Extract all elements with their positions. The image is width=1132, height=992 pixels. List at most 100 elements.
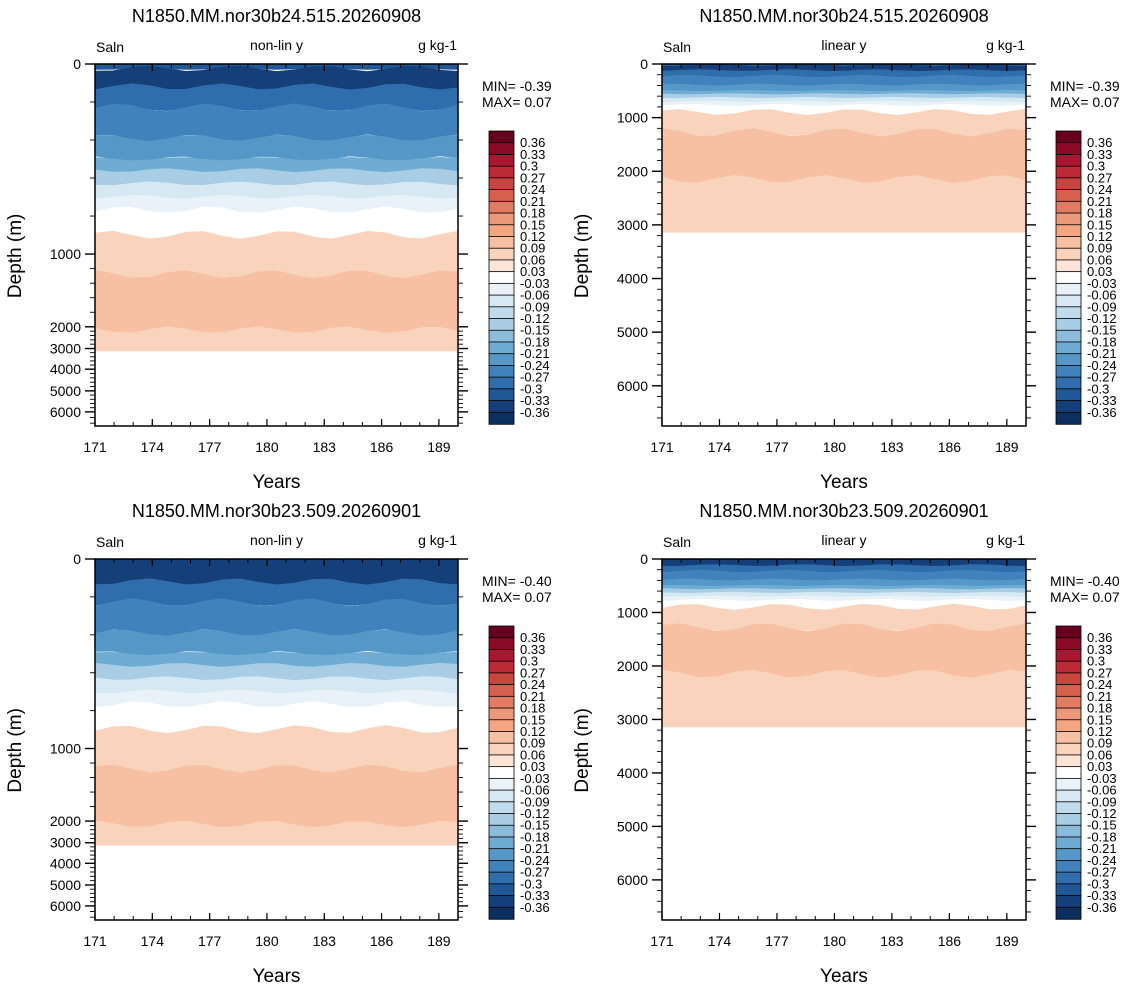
colorbar-swatch (1055, 411, 1082, 425)
x-tick-label: 189 (427, 439, 451, 455)
colorbar-label: -0.27 (520, 865, 550, 880)
colorbar-swatch (1055, 860, 1082, 873)
colorbar-label: 0.12 (1087, 229, 1112, 244)
colorbar-swatch (488, 813, 515, 826)
x-tick-label: 177 (765, 933, 789, 949)
colorbar-swatch (1055, 731, 1082, 744)
colorbar-label: 0.21 (1087, 689, 1112, 704)
y-axis-label: Depth (m) (5, 708, 26, 792)
colorbar-label: 0.33 (1087, 642, 1112, 657)
min-label: MIN= -0.39 (1050, 78, 1120, 94)
colorbar-swatch (1055, 200, 1082, 214)
colorbar-swatch (488, 789, 515, 803)
y-tick-label: 2000 (50, 813, 81, 829)
colorbar-label: 0.15 (520, 712, 545, 727)
y-tick-label: 5000 (617, 818, 648, 834)
y-tick-label: 6000 (50, 404, 81, 420)
colorbar-label: -0.3 (1087, 876, 1109, 891)
colorbar-label: 0.09 (520, 736, 545, 751)
colorbar-label: -0.18 (520, 334, 550, 349)
y-tick-label: 4000 (50, 361, 81, 377)
colorbar-swatch (488, 271, 515, 285)
colorbar-swatch (488, 259, 515, 273)
colorbar-label: 0.06 (520, 747, 545, 762)
x-tick-label: 186 (370, 439, 394, 455)
colorbar-label: -0.36 (1087, 405, 1117, 420)
colorbar-swatch (488, 895, 515, 908)
chart-panel-3: N1850.MM.nor30b23.509.20260901 Saln non-li… (5, 501, 552, 987)
colorbar-swatch (488, 801, 515, 815)
colorbar-label: -0.15 (1087, 323, 1117, 338)
contour-band (662, 669, 1026, 728)
colorbar-swatch (488, 777, 515, 791)
x-axis-label: Years (253, 966, 301, 987)
max-label: MAX= 0.07 (482, 94, 552, 110)
colorbar-label: -0.03 (1087, 771, 1117, 786)
colorbar-swatch (488, 707, 515, 721)
colorbar-swatch (1055, 660, 1082, 674)
x-tick-label: 186 (370, 933, 394, 949)
colorbar-label: -0.09 (1087, 794, 1117, 809)
colorbar-label: -0.24 (1087, 358, 1117, 373)
colorbar-swatch (488, 200, 515, 214)
colorbar-swatch (1055, 777, 1082, 791)
colorbar-label: -0.27 (1087, 370, 1117, 385)
units-label: g kg-1 (986, 37, 1025, 53)
colorbar-label: 0.3 (520, 159, 538, 174)
x-axis-label: Years (253, 472, 301, 493)
x-axis-label: Years (820, 966, 868, 987)
contour-band (95, 64, 458, 70)
colorbar-swatch (488, 177, 515, 191)
colorbar-swatch (1055, 400, 1082, 413)
colorbar-swatch (1055, 895, 1082, 908)
min-label: MIN= -0.39 (482, 78, 552, 94)
colorbar-swatch (488, 130, 515, 144)
colorbar-swatch (488, 165, 515, 179)
x-tick-label: 189 (995, 933, 1019, 949)
x-tick-label: 189 (427, 933, 451, 949)
colorbar-label: 0.36 (1087, 630, 1112, 645)
colorbar-swatch (1055, 224, 1082, 238)
y-tick-label: 4000 (50, 855, 81, 871)
colorbar-swatch (488, 236, 515, 249)
min-label: MIN= -0.40 (1050, 573, 1120, 589)
contour-band (95, 270, 458, 335)
scale-label: non-lin y (250, 532, 303, 548)
colorbar-label: 0.12 (520, 724, 545, 739)
units-label: g kg-1 (418, 532, 457, 548)
colorbar-label: -0.36 (1087, 900, 1117, 915)
colorbar-swatch (1055, 306, 1082, 320)
y-tick-label: 0 (73, 56, 81, 72)
y-tick-label: 1000 (50, 741, 81, 757)
colorbar-label: -0.12 (1087, 806, 1117, 821)
colorbar-swatch (488, 247, 515, 261)
colorbar-swatch (1055, 130, 1082, 144)
chart-title: N1850.MM.nor30b23.509.20260901 (132, 501, 421, 521)
y-tick-label: 6000 (617, 378, 648, 394)
colorbar-label: 0.03 (1087, 264, 1112, 279)
chart-panel-2: N1850.MM.nor30b24.515.20260908 Saln linear… (572, 6, 1120, 493)
y-tick-label: 1000 (50, 246, 81, 262)
plot-frame (661, 558, 1027, 921)
colorbar-swatch (488, 660, 515, 674)
colorbar-label: -0.3 (520, 381, 542, 396)
x-tick-label: 171 (83, 439, 107, 455)
colorbar-swatch (488, 695, 515, 709)
contour-band (95, 764, 458, 829)
colorbar-label: -0.36 (520, 900, 550, 915)
colorbar-swatch (1055, 154, 1082, 167)
colorbar-swatch (1055, 672, 1082, 686)
scale-label: linear y (821, 37, 866, 53)
colorbar-label: 0.33 (520, 147, 545, 162)
y-tick-label: 6000 (50, 898, 81, 914)
x-tick-label: 171 (650, 439, 674, 455)
colorbar-swatch (1055, 801, 1082, 815)
colorbar-label: -0.03 (520, 771, 550, 786)
contour-bands (662, 64, 1026, 426)
colorbar-label: -0.33 (520, 888, 550, 903)
colorbar-swatch (488, 212, 515, 226)
colorbar-label: -0.09 (520, 794, 550, 809)
colorbar-swatch (488, 625, 515, 639)
colorbar-swatch (488, 376, 515, 390)
colorbar-swatch (488, 329, 515, 343)
